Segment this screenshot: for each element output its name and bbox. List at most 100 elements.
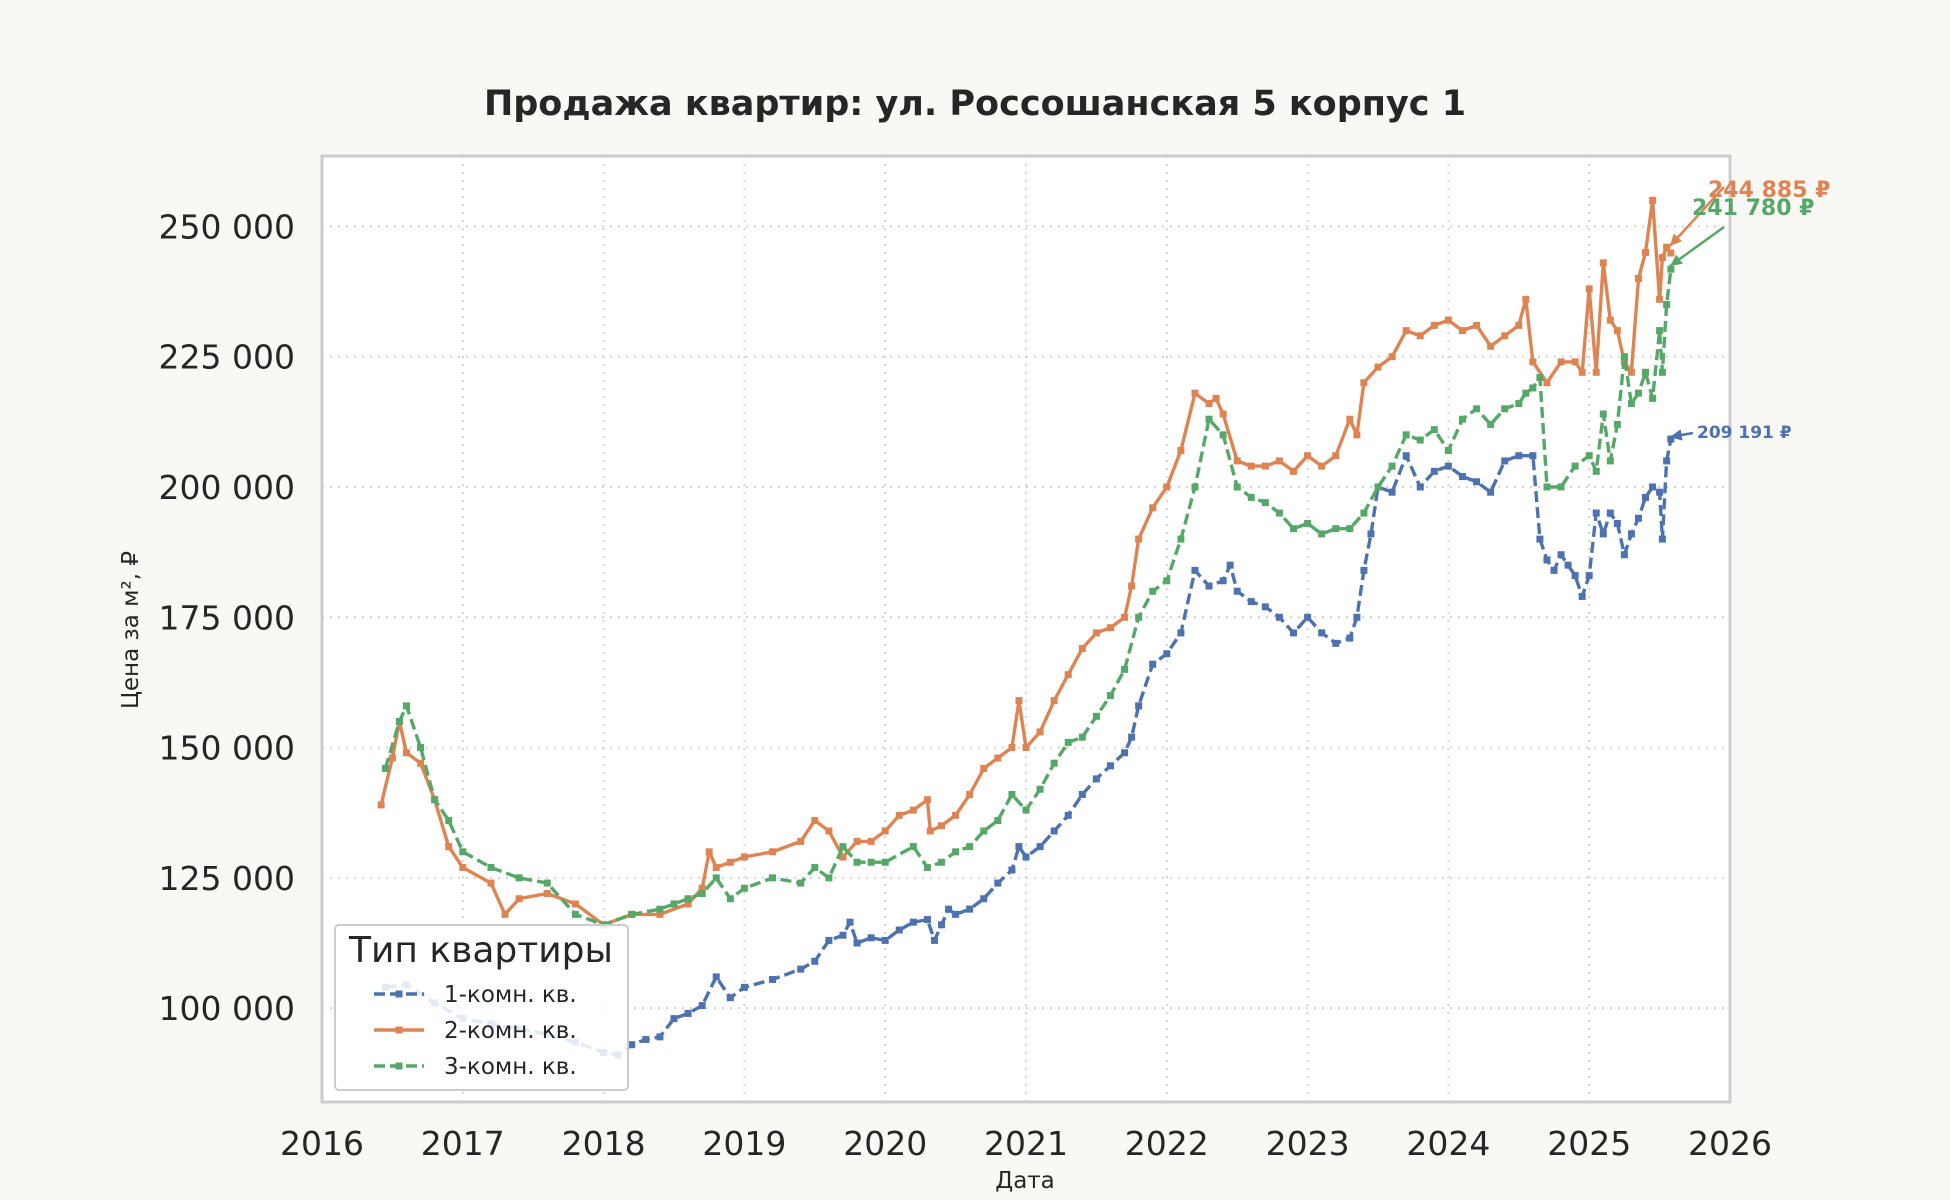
data-point — [1128, 582, 1136, 590]
data-point — [1205, 415, 1213, 423]
data-point — [966, 790, 974, 798]
data-point — [867, 934, 875, 942]
data-point — [1501, 457, 1509, 465]
data-point — [1529, 358, 1537, 366]
data-point — [909, 918, 917, 926]
y-tick-label: 125 000 — [159, 859, 295, 898]
data-point — [1667, 265, 1675, 273]
data-point — [1656, 488, 1664, 496]
data-point — [445, 843, 453, 851]
data-point — [1658, 368, 1666, 376]
data-point — [712, 863, 720, 871]
data-point — [1522, 389, 1530, 397]
data-point — [938, 822, 946, 830]
data-point — [1416, 436, 1424, 444]
data-point — [1360, 566, 1368, 574]
data-point — [1402, 327, 1410, 335]
data-point — [1430, 467, 1438, 475]
data-point — [1064, 811, 1072, 819]
data-point — [923, 916, 931, 924]
data-point — [1388, 353, 1396, 361]
data-point — [712, 874, 720, 882]
data-point — [1064, 671, 1072, 679]
data-point — [698, 884, 706, 892]
data-point — [501, 910, 509, 918]
data-point — [1592, 368, 1600, 376]
data-point — [1064, 738, 1072, 746]
data-point — [1015, 843, 1023, 851]
data-point — [1078, 790, 1086, 798]
data-point — [853, 858, 861, 866]
value-annotation: 209 191 ₽ — [1669, 423, 1792, 443]
data-point — [1290, 629, 1298, 637]
x-tick-label: 2020 — [843, 1124, 927, 1163]
data-point — [1121, 749, 1129, 757]
data-point — [1247, 462, 1255, 470]
data-point — [811, 863, 819, 871]
data-point — [656, 1033, 664, 1041]
data-point — [1515, 452, 1523, 460]
legend-label: 2-комн. кв. — [444, 1018, 577, 1044]
data-point — [1585, 572, 1593, 580]
data-point — [1634, 389, 1642, 397]
data-point — [1658, 535, 1666, 543]
data-point — [1444, 462, 1452, 470]
data-point — [853, 837, 861, 845]
x-tick-label: 2021 — [984, 1124, 1068, 1163]
data-point — [1578, 368, 1586, 376]
data-point — [1106, 624, 1114, 632]
data-point — [1642, 493, 1650, 501]
data-point — [726, 895, 734, 903]
data-point — [923, 796, 931, 804]
data-point — [1458, 415, 1466, 423]
data-point — [1078, 733, 1086, 741]
data-point — [811, 957, 819, 965]
data-point — [867, 858, 875, 866]
data-point — [698, 890, 706, 898]
data-point — [895, 926, 903, 934]
data-point — [853, 939, 861, 947]
data-point — [1564, 561, 1572, 569]
data-point — [684, 900, 692, 908]
data-point — [571, 900, 579, 908]
x-axis-label: Дата — [995, 1168, 1055, 1194]
data-point — [1557, 551, 1565, 559]
data-point — [1318, 530, 1326, 538]
data-point — [825, 874, 833, 882]
annotation-label: 241 780 ₽ — [1692, 196, 1814, 221]
x-tick-label: 2017 — [421, 1124, 505, 1163]
data-point — [1275, 457, 1283, 465]
data-point — [1444, 446, 1452, 454]
data-point — [1332, 525, 1340, 533]
data-point — [1360, 509, 1368, 517]
annotation-arrowhead — [1670, 429, 1683, 441]
data-point — [1261, 499, 1269, 507]
data-point — [1634, 274, 1642, 282]
data-point — [909, 843, 917, 851]
data-point — [945, 905, 953, 913]
data-point — [1487, 488, 1495, 496]
legend-title: Тип квартиры — [348, 930, 613, 971]
data-point — [377, 801, 385, 809]
legend-label: 1-комн. кв. — [444, 982, 577, 1008]
data-point — [867, 837, 875, 845]
data-point — [1501, 405, 1509, 413]
data-point — [1388, 462, 1396, 470]
data-point — [1501, 332, 1509, 340]
data-point — [1022, 744, 1030, 752]
data-point — [402, 749, 410, 757]
data-point — [1177, 535, 1185, 543]
y-tick-label: 150 000 — [159, 729, 295, 768]
legend-marker — [395, 1026, 403, 1034]
data-point — [1634, 514, 1642, 522]
data-point — [1613, 519, 1621, 527]
data-point — [1606, 457, 1614, 465]
data-point — [1627, 530, 1635, 538]
data-point — [1571, 358, 1579, 366]
data-point — [1121, 613, 1129, 621]
data-point — [1149, 504, 1157, 512]
data-point — [1663, 243, 1671, 251]
data-point — [1275, 613, 1283, 621]
data-point — [980, 895, 988, 903]
data-point — [705, 848, 713, 856]
